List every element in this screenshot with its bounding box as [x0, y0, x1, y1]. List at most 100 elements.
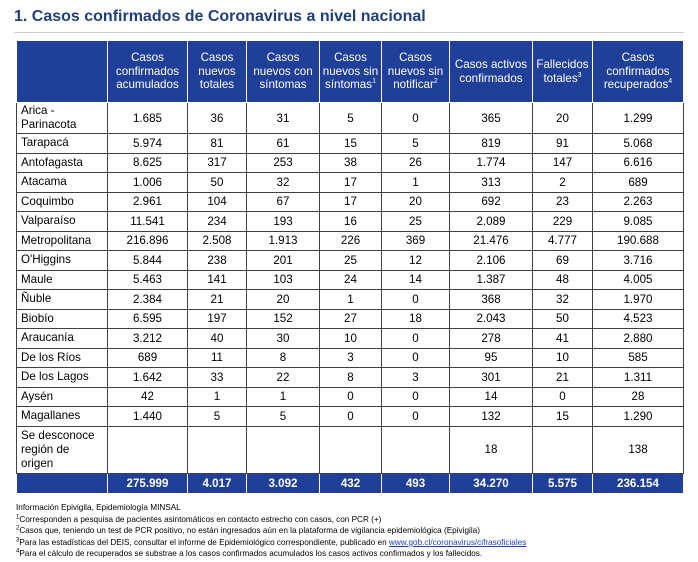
cell-value: 4.777 [532, 230, 593, 251]
table-row: Atacama 1.006 50 32 17 1 313 2 689 [16, 172, 684, 193]
footnote-1: 1Corresponden a pesquisa de pacientes as… [16, 514, 686, 526]
region-name: Valparaíso [16, 211, 108, 232]
cell-value: 689 [107, 347, 188, 368]
cell-value: 42 [107, 386, 188, 407]
cell-value: 8 [246, 347, 320, 368]
cell-value: 2.880 [592, 328, 684, 349]
footnote-marker: 2 [433, 78, 438, 86]
cell-value: 1.290 [592, 406, 684, 427]
cell-value [107, 425, 188, 474]
column-header-label: Fallecidos totales [536, 58, 589, 85]
cell-value: 278 [449, 328, 533, 349]
footnote-2-text: Casos que, teniendo un test de PCR posit… [19, 526, 480, 536]
cell-value: 197 [187, 308, 247, 329]
cell-value: 5.844 [107, 250, 188, 271]
cell-value: 3 [381, 367, 450, 388]
cell-value: 0 [532, 386, 593, 407]
footnote-4-text: Para el cálculo de recuperados se substr… [19, 549, 483, 559]
region-name: De los Ríos [16, 347, 108, 368]
cell-value: 819 [449, 133, 533, 154]
cell-value: 25 [319, 250, 382, 271]
cell-value: 2.263 [592, 191, 684, 212]
column-header: Casos nuevos sin síntomas1 [319, 40, 382, 103]
cell-value: 5 [246, 406, 320, 427]
footnote-marker: 4 [668, 78, 673, 86]
cell-value: 317 [187, 152, 247, 173]
cell-value: 41 [532, 328, 593, 349]
cell-value: 216.896 [107, 230, 188, 251]
cell-value: 91 [532, 133, 593, 154]
cell-value: 20 [246, 289, 320, 310]
cell-value: 11 [187, 347, 247, 368]
region-name: Antofagasta [16, 152, 108, 173]
column-header: Casos confirmados acumulados [107, 40, 188, 103]
region-name: O'Higgins [16, 250, 108, 271]
cell-value: 132 [449, 406, 533, 427]
cell-value: 1.970 [592, 289, 684, 310]
cell-value: 25 [381, 211, 450, 232]
total-value: 4.017 [187, 472, 247, 494]
cell-value: 50 [532, 308, 593, 329]
cell-value: 32 [246, 172, 320, 193]
column-header-label: Casos confirmados recuperados [603, 51, 670, 92]
cell-value: 28 [592, 386, 684, 407]
table-row: Magallanes 1.440 5 5 0 0 132 15 1.290 [16, 406, 684, 427]
column-header: Fallecidos totales3 [532, 40, 593, 103]
cifras-oficiales-link[interactable]: www.gob.cl/coronavirus/cifrasoficiales [388, 537, 527, 547]
total-value: 493 [381, 472, 450, 494]
region-name: Tarapacá [16, 133, 108, 154]
table-row: O'Higgins 5.844 238 201 25 12 2.106 69 3.716 [16, 250, 684, 271]
region-name: Maule [16, 269, 108, 290]
cell-value: 33 [187, 367, 247, 388]
cell-value: 22 [246, 367, 320, 388]
cell-value: 0 [381, 289, 450, 310]
cell-value: 313 [449, 172, 533, 193]
cell-value: 6.616 [592, 152, 684, 173]
cell-value: 10 [532, 347, 593, 368]
totals-row: 275.999 4.017 3.092 432 493 34.270 5.575 236.15… [16, 472, 684, 494]
cell-value [319, 425, 382, 474]
cell-value: 8 [319, 367, 382, 388]
header-row: Casos confirmados acumulados Casos nuevos… [16, 40, 684, 103]
cell-value: 1.774 [449, 152, 533, 173]
region-name: Aysén [16, 386, 108, 407]
cell-value: 23 [532, 191, 593, 212]
cell-value: 0 [381, 328, 450, 349]
cell-value: 21.476 [449, 230, 533, 251]
cell-value: 3 [319, 347, 382, 368]
cell-value: 5.068 [592, 133, 684, 154]
region-name: Biobío [16, 308, 108, 329]
cell-value: 12 [381, 250, 450, 271]
cell-value: 253 [246, 152, 320, 173]
table-row: De los Ríos 689 11 8 3 0 95 10 585 [16, 347, 684, 368]
region-name: Se desconoce región de origen [16, 425, 108, 474]
cell-value [187, 425, 247, 474]
footnote-2-marker: 2 [16, 525, 20, 532]
cell-value: 104 [187, 191, 247, 212]
cell-value: 368 [449, 289, 533, 310]
cell-value: 8.625 [107, 152, 188, 173]
cell-value: 1.685 [107, 102, 188, 134]
cell-value [532, 425, 593, 474]
table-row: Valparaíso 11.541 234 193 16 25 2.089 229 9.085 [16, 211, 684, 232]
footnote-marker: 1 [372, 78, 376, 86]
cell-value: 17 [319, 191, 382, 212]
total-value: 3.092 [246, 472, 320, 494]
cell-value: 5.974 [107, 133, 188, 154]
cell-value: 141 [187, 269, 247, 290]
region-name: Atacama [16, 172, 108, 193]
table-row: De los Lagos 1.642 33 22 8 3 301 21 1.311 [16, 367, 684, 388]
column-header-label: Casos nuevos sin síntomas [322, 51, 379, 92]
cell-value: 3.716 [592, 250, 684, 271]
cell-value: 0 [319, 386, 382, 407]
cell-value: 69 [532, 250, 593, 271]
footnote-1-text: Corresponden a pesquisa de pacientes asi… [19, 514, 382, 524]
cell-value: 0 [381, 386, 450, 407]
cell-value: 61 [246, 133, 320, 154]
cell-value [381, 425, 450, 474]
table-row: Metropolitana 216.896 2.508 1.913 226 369 21.4… [16, 230, 684, 251]
cell-value: 31 [246, 102, 320, 134]
cell-value: 67 [246, 191, 320, 212]
footnote-source: Información Epivigila, Epidemiología MIN… [16, 503, 181, 512]
cell-value: 1.913 [246, 230, 320, 251]
